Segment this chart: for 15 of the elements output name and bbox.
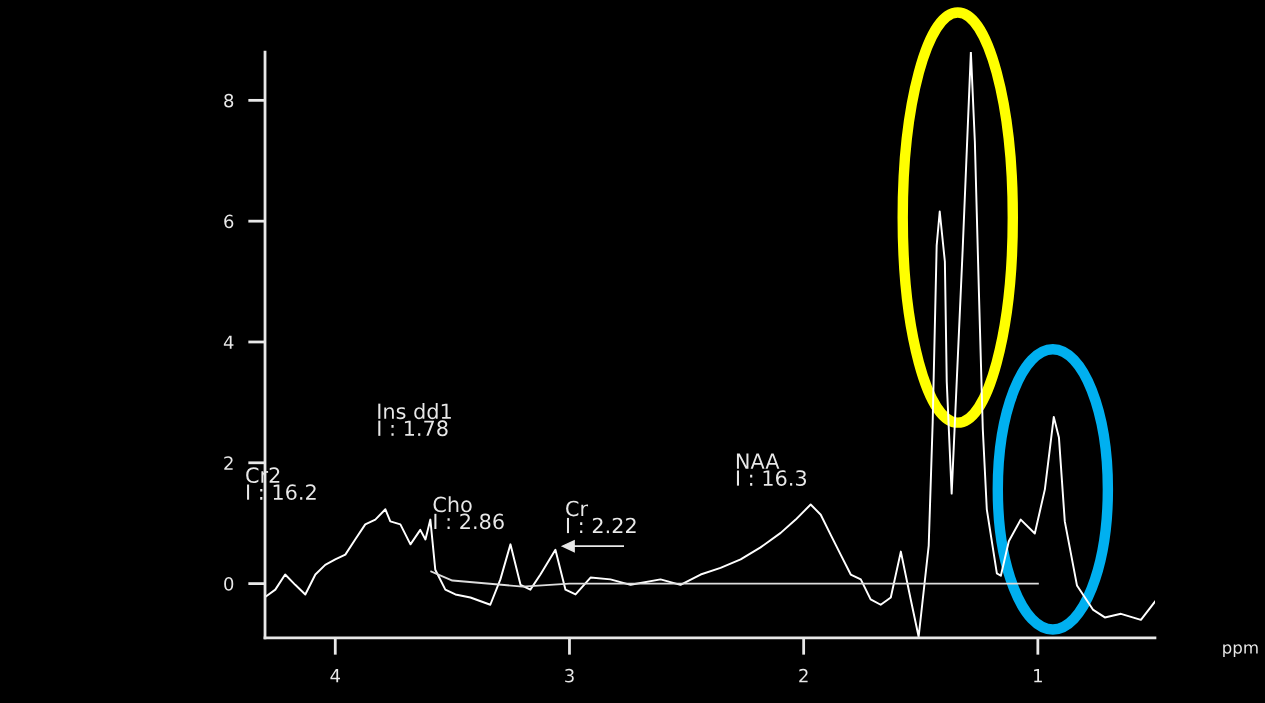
annotation: Ins dd1 I : 1.78 (378, 403, 451, 437)
line-series (430, 570, 1039, 588)
y-tick-label: 6 (224, 214, 234, 229)
y-tick-label: 2 (224, 456, 233, 470)
y-tick-label: 4 (223, 335, 234, 349)
annotation: NAA I : 16.3 (736, 453, 807, 486)
annotation: Cho I : 2.86 (433, 496, 504, 530)
annotation: Cr I : 2.22 (566, 500, 636, 534)
x-tick-label: 2 (799, 668, 808, 683)
y-tick-label: 0 (224, 577, 234, 591)
x-tick-label: 4 (330, 669, 341, 683)
x-tick-label: 1 (1034, 669, 1042, 683)
x-axis-title: ppm (1223, 644, 1258, 658)
x-tick-label: 3 (565, 668, 574, 683)
y-tick-label: 8 (224, 93, 234, 108)
